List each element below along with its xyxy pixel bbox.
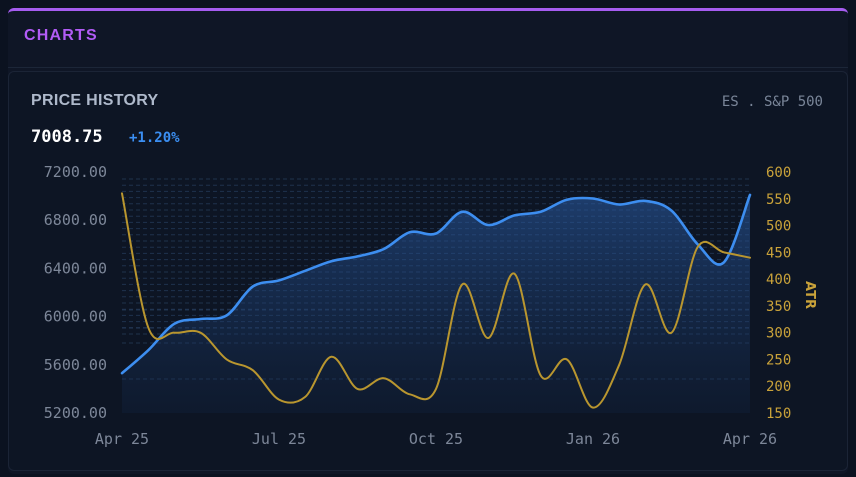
x-tick-label: Jul 25 (252, 430, 306, 448)
ticker-label: ES . S&P 500 (721, 94, 823, 110)
x-tick-label: Apr 25 (95, 430, 149, 448)
left-tick-label: 6800.00 (44, 211, 107, 229)
atr-series-line (121, 192, 751, 409)
card-title: PRICE HISTORY (31, 92, 159, 109)
right-tick-label: 300 (766, 326, 791, 342)
current-price: 7008.75 (31, 127, 103, 147)
right-tick-label: 350 (766, 299, 791, 315)
right-tick-label: 400 (766, 272, 791, 288)
right-tick-label: 150 (766, 406, 791, 422)
panel-title: CHARTS (24, 27, 98, 44)
left-tick-label: 5600.00 (44, 356, 107, 374)
left-tick-label: 7200.00 (44, 163, 107, 181)
right-tick-label: 600 (766, 165, 791, 181)
left-tick-label: 6000.00 (44, 308, 107, 326)
price-change: +1.20% (129, 130, 180, 146)
panel-header: CHARTS (8, 11, 848, 68)
right-axis-ticks: 600 550 500 450 400 350 300 250 200 150 (766, 165, 791, 422)
x-tick-label: Oct 25 (409, 430, 463, 448)
price-series-line (120, 193, 752, 375)
right-tick-label: 550 (766, 192, 791, 208)
right-tick-label: 250 (766, 352, 791, 368)
right-tick-label: 500 (766, 219, 791, 235)
price-area-fill (122, 194, 750, 413)
right-tick-label: 200 (766, 379, 791, 395)
right-axis-label: ATR (802, 281, 817, 309)
x-tick-label: Jan 26 (566, 430, 620, 448)
left-tick-label: 5200.00 (44, 404, 107, 422)
right-tick-label: 450 (766, 245, 791, 261)
x-axis-ticks: Apr 25 Jul 25 Oct 25 Jan 26 Apr 26 (95, 430, 777, 448)
left-axis-ticks: 7200.00 6800.00 6400.00 6000.00 5600.00 5200.… (44, 163, 107, 422)
x-tick-label: Apr 26 (723, 430, 777, 448)
left-tick-label: 6400.00 (44, 259, 107, 277)
